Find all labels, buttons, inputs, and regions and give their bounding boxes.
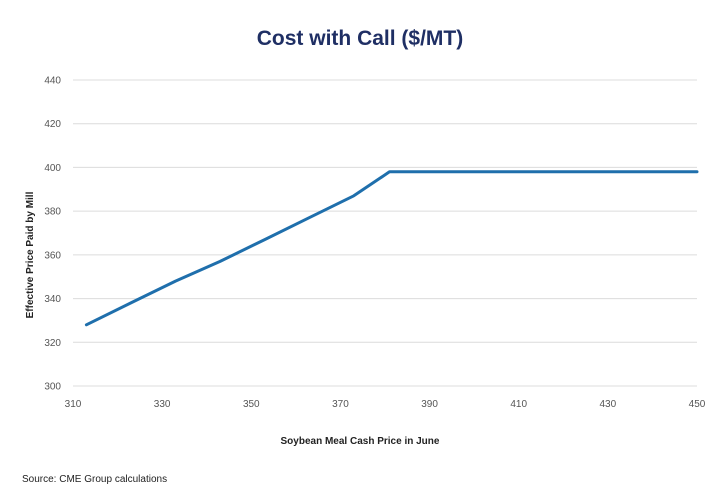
y-tick-label: 420 (44, 119, 61, 130)
x-tick-label: 370 (332, 399, 349, 410)
y-axis-ticks: 300 320 340 360 380 400 420 440 (44, 76, 61, 393)
y-tick-label: 300 (44, 382, 61, 393)
y-tick-label: 440 (44, 76, 61, 87)
x-tick-label: 330 (154, 399, 171, 410)
y-axis-label: Effective Price Paid by Mill (25, 191, 36, 318)
source-note: Source: CME Group calculations (22, 474, 167, 485)
y-tick-label: 400 (44, 163, 61, 174)
x-tick-label: 430 (600, 399, 617, 410)
chart-title: Cost with Call ($/MT) (257, 27, 464, 50)
gridlines (73, 79, 697, 387)
y-tick-label: 380 (44, 207, 61, 218)
series-layer (84, 170, 699, 327)
series-line-0 (84, 170, 699, 327)
x-tick-label: 310 (65, 399, 82, 410)
x-tick-label: 390 (421, 399, 438, 410)
y-tick-label: 320 (44, 338, 61, 349)
x-axis-label: Soybean Meal Cash Price in June (281, 436, 440, 447)
y-tick-label: 360 (44, 250, 61, 261)
x-axis-ticks: 310 330 350 370 390 410 430 450 (65, 399, 706, 410)
x-tick-label: 350 (243, 399, 260, 410)
y-tick-label: 340 (44, 294, 61, 305)
x-tick-label: 410 (510, 399, 527, 410)
x-tick-label: 450 (689, 399, 706, 410)
